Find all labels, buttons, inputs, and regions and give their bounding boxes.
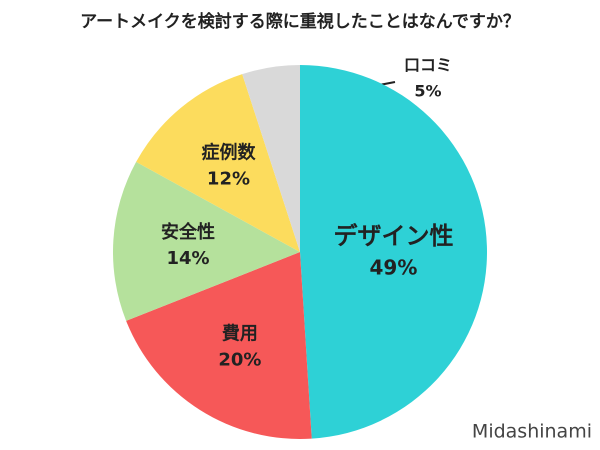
slice-label: 症例数 (201, 142, 256, 164)
slice-label: 費用 (222, 323, 258, 345)
slice-label: 口コミ (404, 56, 452, 75)
value-label: 14% (166, 248, 209, 269)
value-label: 12% (207, 169, 250, 190)
value-label: 5% (414, 82, 441, 101)
slice-label: デザイン性 (333, 222, 453, 250)
pie-slice (136, 74, 300, 252)
pie-slice (113, 161, 300, 321)
pie-slice (300, 65, 488, 439)
chart-title: アートメイクを検討する際に重視したことはなんですか？ (80, 11, 520, 32)
watermark: Midashinami (472, 421, 592, 443)
slice-label: 安全性 (161, 221, 215, 243)
value-label: 49% (370, 256, 418, 280)
pie-slice (242, 65, 300, 252)
pie-slice (126, 252, 312, 439)
value-label: 20% (218, 350, 261, 371)
